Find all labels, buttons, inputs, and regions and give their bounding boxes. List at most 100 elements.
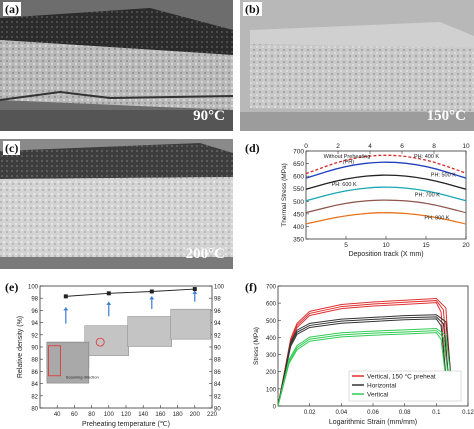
micrograph-inset-2 [127,316,172,347]
panel-label-a: (a) [3,2,21,16]
x-tick-label: 0.04 [335,410,347,416]
photo-panel-a: (a) 90°C [0,0,233,131]
series-2-curve-0 [277,332,447,407]
x-tick-label: 140 [138,412,149,418]
right-y-tick-label: 98 [214,297,221,303]
legend-label-0: Vertical, 150 °C preheat [367,373,436,381]
series-0-curve-1 [277,300,449,407]
inset-highlight-box [48,345,61,377]
photo-panel-b: (b) 150°C [240,0,474,131]
series-2-curve-2 [277,328,452,407]
y-tick-label: 700 [266,285,277,291]
x-tick-label: 180 [173,412,184,418]
arrow-head-2 [149,296,155,300]
x-tick-label: 10 [382,242,390,249]
top-tick-label: 0 [304,143,308,150]
x-tick-label: 60 [71,412,78,418]
x-tick-label: 200 [190,412,201,418]
y-tick-label: 600 [266,302,277,308]
y-tick-label: 300 [266,353,277,359]
series-line-0 [305,154,467,175]
y-tick-label: 700 [293,149,304,156]
x-tick-label: 220 [207,412,218,418]
density-point-2 [149,289,154,294]
y-tick-label: 86 [31,370,38,376]
y-tick-label: 82 [31,394,38,400]
panel-label-d: (d) [243,141,262,155]
series-line-5 [305,212,467,225]
right-y-tick-label: 82 [214,394,221,400]
right-y-tick-label: 96 [214,309,221,315]
relative-density-chart: 80 82 84 86 88 90 92 94 96 98 100 80 82 84 86 88 90 92 94 9… [17,285,225,429]
x-tick-label: 120 [121,412,132,418]
x-tick-label: 80 [88,412,95,418]
annotation-ph: (PH) [343,160,354,166]
temperature-label-a: 90°C [193,108,225,124]
chart-panel-d: 350 400 450 500 550 600 650 700 5 10 15 20 0 2 4 6 8 10 De… [240,139,474,269]
y-tick-label: 550 [293,186,304,193]
x-tick-label: 5 [344,242,348,249]
series-1-curve-0 [277,318,447,407]
chart-panel-e: 80 82 84 86 88 90 92 94 96 98 100 80 82 84 86 88 90 92 94 9… [0,278,233,429]
right-y-tick-label: 80 [214,407,221,413]
x-tick-label: 0.08 [399,410,411,416]
top-tick-label: 8 [432,143,436,150]
arrow-head-0 [63,307,69,311]
thermal-stress-chart: 350 400 450 500 550 600 650 700 5 10 15 20 0 2 4 6 8 10 De… [281,143,470,258]
right-y-tick-label: 100 [214,285,225,291]
series-1-curve-1 [277,316,449,407]
y-tick-label: 0 [273,405,277,411]
top-tick-label: 6 [400,143,404,150]
top-tick-label: 4 [368,143,372,150]
annotation-800k: PH: 800 K [424,215,449,221]
y-tick-label: 88 [31,358,38,364]
panel-label-e: (e) [3,280,21,294]
series-0-curve-2 [277,298,452,407]
temperature-label-c: 200°C [185,246,225,262]
x-tick-label: 0.1 [432,410,441,416]
y-axis-label: Thermal Stress (MPa) [281,163,288,227]
top-tick-label: 2 [336,143,340,150]
density-point-3 [192,287,197,292]
annotation-no-preheat: Without Preheating [324,154,371,160]
inset-label-scanning: Scanning direction [66,375,99,380]
series-line-3 [305,186,467,202]
right-y-tick-label: 92 [214,333,221,339]
series-line-2 [305,174,467,190]
photo-c-sample [0,139,233,269]
photo-a-sample [0,0,233,131]
y-axis-label: Stress (MPa) [253,327,260,365]
y-tick-label: 80 [31,407,38,413]
y-tick-label: 92 [31,333,38,339]
photo-panel-c: (c) 200°C [0,139,233,269]
right-y-tick-label: 94 [214,321,221,327]
y-tick-label: 600 [293,174,304,181]
y-tick-label: 200 [266,370,277,376]
right-y-tick-label: 90 [214,346,221,352]
y-tick-label: 94 [31,321,38,327]
right-y-tick-label: 84 [214,382,221,388]
y-tick-label: 400 [293,224,304,231]
right-y-tick-label: 86 [214,370,221,376]
y-tick-label: 90 [31,346,38,352]
x-axis-label: Logarithmic Strain (mm/mm) [329,419,417,426]
x-axis-label: Preheating temperature (℃) [82,421,170,428]
x-tick-label: 0.02 [304,410,316,416]
x-tick-label: 40 [54,412,61,418]
density-point-1 [106,291,111,296]
inset-highlight-circle [95,337,105,347]
x-tick-label: 100 [104,412,115,418]
photo-b-sample [240,0,474,131]
x-tick-label: 15 [422,242,430,249]
micrograph-inset-1 [84,325,129,356]
micrograph-inset-3 [170,308,211,340]
panel-label-f: (f) [243,280,259,294]
annotation-400k: PH: 400 K [414,154,439,160]
x-axis-label: Deposition track (X mm) [348,251,423,258]
micrograph-inset-large [46,341,90,384]
density-point-0 [63,294,68,299]
series-line-1 [305,161,467,179]
x-tick-label: 20 [462,242,470,249]
series-line-4 [305,199,467,214]
density-line [65,288,195,297]
